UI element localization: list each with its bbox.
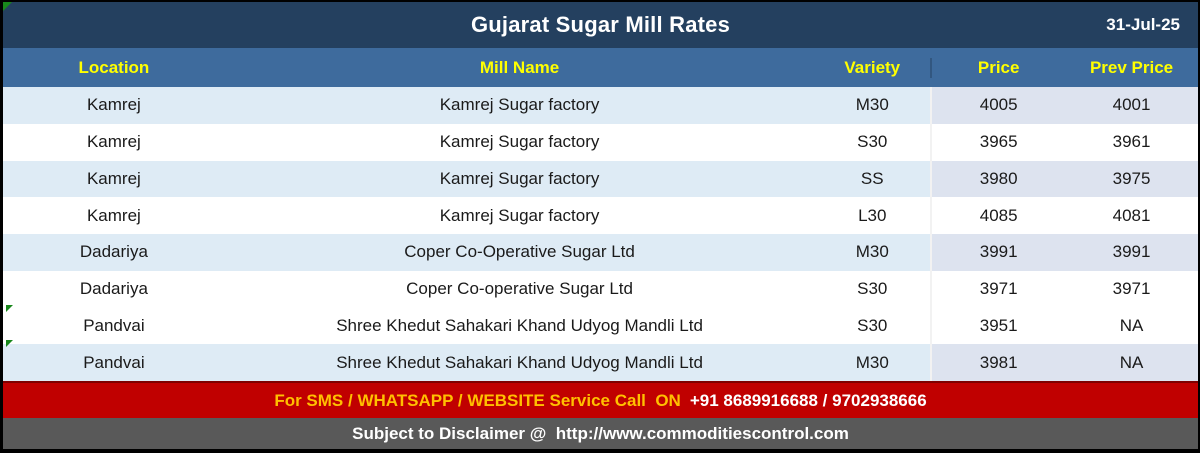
green-edge-marker bbox=[6, 340, 13, 347]
cell-price: 3991 bbox=[930, 234, 1066, 271]
column-header-mill-name: Mill Name bbox=[479, 57, 560, 77]
cell-location: Kamrej bbox=[3, 123, 225, 161]
table-row: Kamrej Kamrej Sugar factory S30 3965 396… bbox=[3, 123, 1198, 161]
cell-prev-price: 3971 bbox=[1065, 270, 1198, 308]
cell-location: Dadariya bbox=[3, 270, 225, 308]
cell-prev-price: NA bbox=[1065, 307, 1198, 345]
cell-variety: L30 bbox=[814, 197, 931, 234]
cell-price: 3965 bbox=[930, 123, 1066, 161]
cell-mill-name: Shree Khedut Sahakari Khand Udyog Mandli… bbox=[224, 307, 815, 345]
cell-location: Kamrej bbox=[3, 160, 225, 198]
column-header-prev-price: Prev Price bbox=[1089, 57, 1174, 77]
cell-location: Pandvai bbox=[3, 307, 225, 345]
cell-mill-name: Shree Khedut Sahakari Khand Udyog Mandli… bbox=[224, 344, 815, 381]
cell-price: 3951 bbox=[930, 307, 1066, 345]
column-header-location: Location bbox=[78, 57, 150, 77]
cell-variety: S30 bbox=[814, 123, 931, 161]
cell-mill-name: Coper Co-Operative Sugar Ltd bbox=[224, 234, 815, 271]
column-header-price: Price bbox=[930, 57, 1065, 78]
cell-variety: SS bbox=[814, 160, 931, 198]
table-row: Pandvai Shree Khedut Sahakari Khand Udyo… bbox=[3, 344, 1198, 381]
table-row: Kamrej Kamrej Sugar factory M30 4005 400… bbox=[3, 87, 1198, 124]
cell-price: 3971 bbox=[930, 270, 1066, 308]
page-title: Gujarat Sugar Mill Rates bbox=[470, 12, 731, 37]
bottom-border-strip bbox=[3, 449, 1198, 451]
report-date: 31-Jul-25 bbox=[1106, 15, 1180, 34]
cell-variety: M30 bbox=[814, 234, 931, 271]
disclaimer-bar: Subject to Disclaimer @ http://www.commo… bbox=[3, 418, 1198, 449]
cell-location: Kamrej bbox=[3, 197, 225, 234]
cell-mill-name: Coper Co-operative Sugar Ltd bbox=[224, 270, 815, 308]
cell-price: 3981 bbox=[930, 344, 1066, 381]
cell-prev-price: 4081 bbox=[1065, 197, 1198, 234]
service-contact-label: For SMS / WHATSAPP / WEBSITE Service Cal… bbox=[274, 390, 681, 410]
cell-variety: S30 bbox=[814, 270, 931, 308]
green-corner-artifact bbox=[3, 2, 12, 11]
cell-variety: S30 bbox=[814, 307, 931, 345]
table-header-row: Location Mill Name Variety Price Prev Pr… bbox=[3, 48, 1198, 87]
cell-prev-price: 3961 bbox=[1065, 123, 1198, 161]
cell-price: 4085 bbox=[930, 197, 1066, 234]
table-row: Dadariya Coper Co-operative Sugar Ltd S3… bbox=[3, 270, 1198, 308]
cell-location: Kamrej bbox=[3, 87, 225, 124]
cell-mill-name: Kamrej Sugar factory bbox=[224, 197, 815, 234]
service-phone-numbers: +91 8689916688 / 9702938666 bbox=[689, 390, 927, 410]
column-header-variety: Variety bbox=[844, 57, 901, 77]
table-row: Kamrej Kamrej Sugar factory SS 3980 3975 bbox=[3, 160, 1198, 198]
disclaimer-text: Subject to Disclaimer @ http://www.commo… bbox=[352, 423, 849, 443]
cell-mill-name: Kamrej Sugar factory bbox=[224, 87, 815, 124]
cell-prev-price: 3975 bbox=[1065, 160, 1198, 198]
table-row: Dadariya Coper Co-Operative Sugar Ltd M3… bbox=[3, 234, 1198, 271]
green-edge-marker bbox=[6, 305, 13, 312]
cell-prev-price: NA bbox=[1065, 344, 1198, 381]
service-contact-bar: For SMS / WHATSAPP / WEBSITE Service Cal… bbox=[3, 381, 1198, 418]
cell-location: Pandvai bbox=[3, 344, 225, 381]
cell-price: 3980 bbox=[930, 160, 1066, 198]
cell-variety: M30 bbox=[814, 344, 931, 381]
cell-mill-name: Kamrej Sugar factory bbox=[224, 123, 815, 161]
table-body: Kamrej Kamrej Sugar factory M30 4005 400… bbox=[3, 87, 1198, 381]
cell-variety: M30 bbox=[814, 87, 931, 124]
table-row: Kamrej Kamrej Sugar factory L30 4085 408… bbox=[3, 197, 1198, 234]
cell-price: 4005 bbox=[930, 87, 1066, 124]
cell-prev-price: 3991 bbox=[1065, 234, 1198, 271]
table-row: Pandvai Shree Khedut Sahakari Khand Udyo… bbox=[3, 307, 1198, 345]
cell-mill-name: Kamrej Sugar factory bbox=[224, 160, 815, 198]
cell-prev-price: 4001 bbox=[1065, 87, 1198, 124]
title-bar: Gujarat Sugar Mill Rates 31-Jul-25 bbox=[3, 2, 1198, 48]
cell-location: Dadariya bbox=[3, 234, 225, 271]
